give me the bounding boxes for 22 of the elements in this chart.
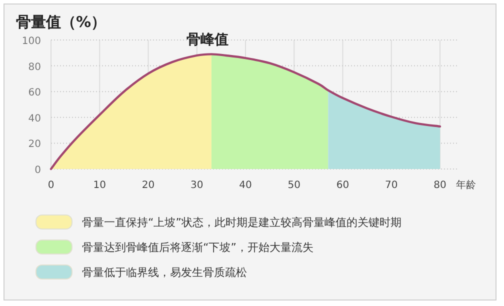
legend-label: 骨量达到骨峰值后将逐渐“下坡”，开始大量流失 [82,241,314,254]
x-axis-title: 年龄 [456,179,476,191]
y-tick-label: 20 [28,139,41,150]
line-series [50,53,442,170]
legend-label: 骨量低于临界线，易发生骨质疏松 [82,266,247,279]
x-tick-label: 20 [142,180,155,191]
y-tick-label: 80 [28,62,41,73]
x-tick-label: 70 [385,180,398,191]
annotation: 骨峰值 [186,32,228,48]
y-tick-label: 40 [28,113,41,124]
x-tick-label: 40 [239,180,252,191]
legend-label: 骨量一直保持“上坡”状态，此时期是建立较高骨量峰值的关键时期 [82,216,402,229]
x-tick-label: 30 [190,180,204,191]
x-tick-label: 60 [336,180,350,191]
x-tick-label: 80 [434,180,446,191]
x-tick-label: 50 [288,180,300,191]
y-tick-label: 0 [34,165,41,176]
y-tick-label: 60 [28,88,41,99]
x-tick-label: 10 [93,180,106,191]
y-tick-label: 100 [22,36,41,47]
x-tick-label: 0 [48,180,54,191]
chart-title: 骨量值（%） [16,13,106,31]
